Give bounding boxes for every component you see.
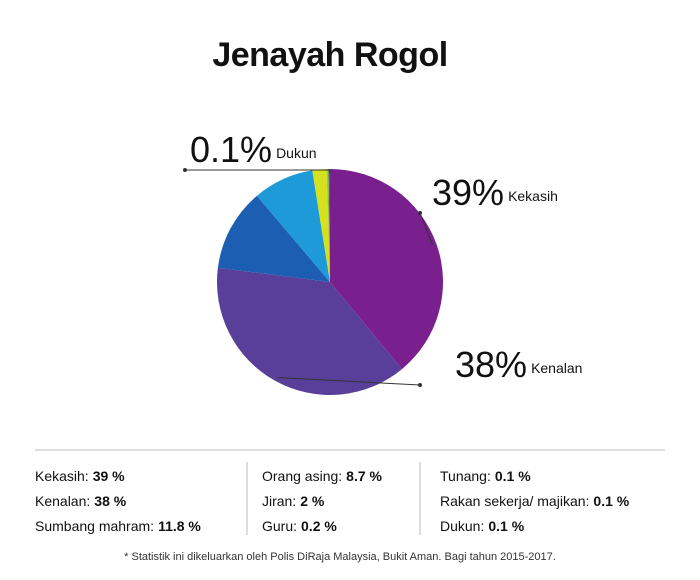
legend-value: 8.7 % <box>346 468 382 484</box>
legend-label: Dukun: <box>440 518 484 534</box>
callout-name: Kenalan <box>531 360 582 376</box>
chart-title: Jenayah Rogol <box>212 36 447 74</box>
legend-item: Rakan sekerja/ majikan: 0.1 % <box>440 493 630 509</box>
callout-name: Kekasih <box>508 188 558 204</box>
leader-line <box>277 377 421 386</box>
pie-slice <box>217 195 330 282</box>
legend-value: 2 % <box>300 493 325 509</box>
callout-value: 38% <box>455 344 527 385</box>
callout-value: 39% <box>432 172 504 213</box>
legend-item: Guru: 0.2 % <box>262 518 337 534</box>
pie-slice <box>330 169 443 370</box>
pie-slice <box>256 170 330 282</box>
legend-value: 11.8 % <box>158 518 201 534</box>
legend-label: Kenalan: <box>35 493 90 509</box>
legend-item: Kenalan: 38 % <box>35 493 127 509</box>
legend-label: Tunang: <box>440 468 491 484</box>
leader-dot <box>418 383 422 387</box>
pie-slice <box>328 169 330 282</box>
legend-label: Kekasih: <box>35 468 89 484</box>
legend-value: 0.1 % <box>593 493 629 509</box>
legend-item: Dukun: 0.1 % <box>440 518 525 534</box>
leader-line <box>419 212 434 246</box>
leader-dot <box>183 168 187 172</box>
legend-item: Sumbang mahram: 11.8 % <box>35 518 201 534</box>
legend-label: Jiran: <box>262 493 296 509</box>
legend-value: 39 % <box>93 468 125 484</box>
pie-slice <box>312 169 330 282</box>
pie-slice <box>326 169 330 282</box>
callout-name: Dukun <box>276 145 316 161</box>
legend-label: Orang asing: <box>262 468 342 484</box>
callout-value: 0.1% <box>190 129 272 170</box>
legend-value: 38 % <box>94 493 126 509</box>
legend-value: 0.1 % <box>488 518 524 534</box>
legend-item: Kekasih: 39 % <box>35 468 125 484</box>
legend-label: Sumbang mahram: <box>35 518 154 534</box>
legend-value: 0.1 % <box>495 468 531 484</box>
footnote: * Statistik ini dikeluarkan oleh Polis D… <box>124 551 556 563</box>
leader-line <box>185 169 331 174</box>
legend-label: Rakan sekerja/ majikan: <box>440 493 589 509</box>
legend-item: Jiran: 2 % <box>262 493 325 509</box>
pie-slice <box>329 169 330 282</box>
legend-label: Guru: <box>262 518 297 534</box>
leader-dot <box>418 211 422 215</box>
legend-item: Tunang: 0.1 % <box>440 468 531 484</box>
pie-slice <box>327 169 330 282</box>
pie-slice <box>217 267 403 395</box>
legend-item: Orang asing: 8.7 % <box>262 468 383 484</box>
legend-value: 0.2 % <box>301 518 337 534</box>
